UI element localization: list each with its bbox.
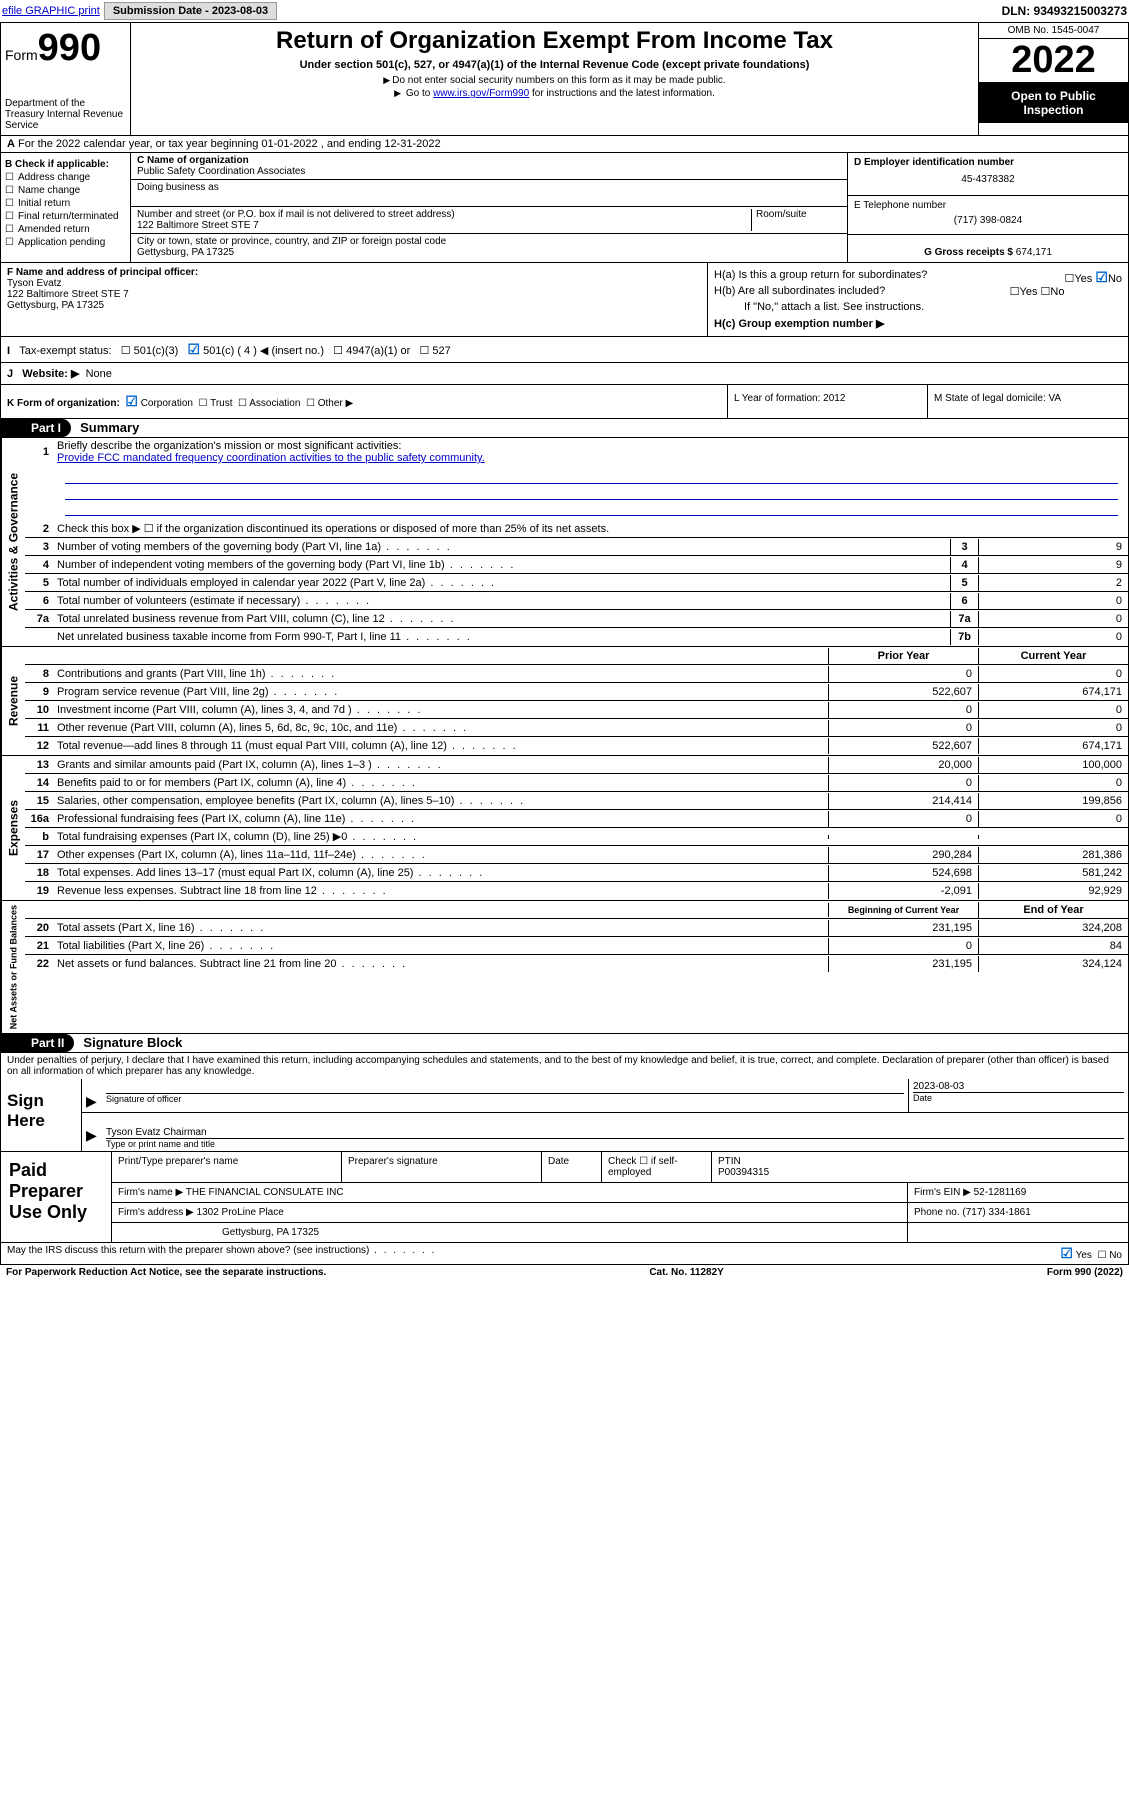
summary-line: 16aProfessional fundraising fees (Part I… <box>25 810 1128 828</box>
gross-receipts: 674,171 <box>1016 247 1052 258</box>
dept-treasury: Department of the Treasury Internal Reve… <box>5 98 126 131</box>
chk-name-change[interactable]: Name change <box>5 185 126 196</box>
col-de: D Employer identification number 45-4378… <box>848 153 1128 262</box>
summary-line: 10Investment income (Part VIII, column (… <box>25 701 1128 719</box>
vert-net: Net Assets or Fund Balances <box>1 901 25 1033</box>
identity-grid: B Check if applicable: Address change Na… <box>0 153 1129 263</box>
summary-line: 21Total liabilities (Part X, line 26)084 <box>25 937 1128 955</box>
irs-link[interactable]: www.irs.gov/Form990 <box>433 88 529 99</box>
signature-block: Under penalties of perjury, I declare th… <box>0 1053 1129 1152</box>
form-header: Form990 Department of the Treasury Inter… <box>0 22 1129 136</box>
sign-here-label: Sign Here <box>1 1079 81 1151</box>
part1-tag: Part I <box>1 419 71 437</box>
cat-no: Cat. No. 11282Y <box>649 1267 723 1278</box>
chk-initial-return[interactable]: Initial return <box>5 198 126 209</box>
preparer-label: Paid Preparer Use Only <box>1 1152 111 1242</box>
summary-line: 3Number of voting members of the governi… <box>25 538 1128 556</box>
summary-line: 18Total expenses. Add lines 13–17 (must … <box>25 864 1128 882</box>
ptin: P00394315 <box>718 1167 769 1178</box>
form-footer: Form 990 (2022) <box>1047 1267 1123 1278</box>
summary-line: 8Contributions and grants (Part VIII, li… <box>25 665 1128 683</box>
firm-name: THE FINANCIAL CONSULATE INC <box>186 1187 344 1198</box>
summary-line: 7aTotal unrelated business revenue from … <box>25 610 1128 628</box>
summary-line: 5Total number of individuals employed in… <box>25 574 1128 592</box>
preparer-phone: (717) 334-1861 <box>962 1207 1030 1218</box>
summary-line: 9Program service revenue (Part VIII, lin… <box>25 683 1128 701</box>
col-b-checkboxes: B Check if applicable: Address change Na… <box>1 153 131 262</box>
section-expenses: Expenses 13Grants and similar amounts pa… <box>0 756 1129 901</box>
year-formation: L Year of formation: 2012 <box>728 385 928 418</box>
mission-text: Provide FCC mandated frequency coordinat… <box>57 452 485 464</box>
top-bar: efile GRAPHIC print Submission Date - 20… <box>0 0 1129 22</box>
summary-line: 17Other expenses (Part IX, column (A), l… <box>25 846 1128 864</box>
officer-signature-name: Tyson Evatz Chairman <box>106 1127 207 1138</box>
summary-line: 4Number of independent voting members of… <box>25 556 1128 574</box>
omb-number: OMB No. 1545-0047 <box>979 23 1128 39</box>
perjury-declaration: Under penalties of perjury, I declare th… <box>1 1053 1128 1079</box>
chk-final-return[interactable]: Final return/terminated <box>5 211 126 222</box>
vert-revenue: Revenue <box>1 647 25 755</box>
chk-amended[interactable]: Amended return <box>5 224 126 235</box>
paid-preparer: Paid Preparer Use Only Print/Type prepar… <box>0 1152 1129 1243</box>
summary-line: bTotal fundraising expenses (Part IX, co… <box>25 828 1128 846</box>
section-revenue: Revenue Prior Year Current Year 8Contrib… <box>0 647 1129 756</box>
submission-date[interactable]: Submission Date - 2023-08-03 <box>104 2 277 20</box>
bottom-line: For Paperwork Reduction Act Notice, see … <box>0 1265 1129 1280</box>
form-subtitle: Under section 501(c), 527, or 4947(a)(1)… <box>135 59 974 71</box>
dln: DLN: 93493215003273 <box>1002 4 1127 18</box>
summary-line: 12Total revenue—add lines 8 through 11 (… <box>25 737 1128 755</box>
form-number: Form990 <box>5 27 126 70</box>
section-net-assets: Net Assets or Fund Balances Beginning of… <box>0 901 1129 1034</box>
summary-line: 13Grants and similar amounts paid (Part … <box>25 756 1128 774</box>
org-city: Gettysburg, PA 17325 <box>137 247 841 258</box>
ein: 45-4378382 <box>854 168 1122 191</box>
vert-expenses: Expenses <box>1 756 25 900</box>
vert-governance: Activities & Governance <box>1 438 25 646</box>
summary-line: 22Net assets or fund balances. Subtract … <box>25 955 1128 973</box>
summary-line: 19Revenue less expenses. Subtract line 1… <box>25 882 1128 900</box>
goto-note: Go to www.irs.gov/Form990 for instructio… <box>135 88 974 99</box>
org-name: Public Safety Coordination Associates <box>137 166 841 177</box>
summary-line: 11Other revenue (Part VIII, column (A), … <box>25 719 1128 737</box>
ssn-note: Do not enter social security numbers on … <box>135 75 974 86</box>
part2-title: Signature Block <box>83 1035 182 1050</box>
row-f-h: F Name and address of principal officer:… <box>0 263 1129 337</box>
form-title: Return of Organization Exempt From Incom… <box>135 27 974 55</box>
org-address: 122 Baltimore Street STE 7 <box>137 220 751 231</box>
chk-address-change[interactable]: Address change <box>5 172 126 183</box>
summary-line: 20Total assets (Part X, line 16)231,1953… <box>25 919 1128 937</box>
telephone: (717) 398-0824 <box>854 211 1122 230</box>
part2-tag: Part II <box>1 1034 74 1052</box>
summary-line: 14Benefits paid to or for members (Part … <box>25 774 1128 792</box>
summary-line: 6Total number of volunteers (estimate if… <box>25 592 1128 610</box>
col-c-org: C Name of organization Public Safety Coo… <box>131 153 848 262</box>
tax-year: 2022 <box>979 39 1128 83</box>
efile-link[interactable]: efile GRAPHIC print <box>2 5 100 17</box>
part1-title: Summary <box>80 420 139 435</box>
summary-line: Net unrelated business taxable income fr… <box>25 628 1128 646</box>
open-inspection: Open to Public Inspection <box>979 83 1128 123</box>
state-domicile: M State of legal domicile: VA <box>928 385 1128 418</box>
chk-application-pending[interactable]: Application pending <box>5 237 126 248</box>
row-i-tax-status: I Tax-exempt status: ☐ 501(c)(3) ☑ 501(c… <box>0 337 1129 363</box>
summary-line: 15Salaries, other compensation, employee… <box>25 792 1128 810</box>
officer-name: Tyson Evatz <box>7 278 61 289</box>
firm-ein: 52-1281169 <box>974 1187 1027 1198</box>
discuss-row: May the IRS discuss this return with the… <box>0 1243 1129 1265</box>
row-klm: K Form of organization: ☑ Corporation ☐ … <box>0 385 1129 419</box>
row-a-tax-year: A For the 2022 calendar year, or tax yea… <box>0 136 1129 153</box>
section-governance: Activities & Governance 1 Briefly descri… <box>0 438 1129 647</box>
row-j-website: J Website: ▶ None <box>0 363 1129 385</box>
